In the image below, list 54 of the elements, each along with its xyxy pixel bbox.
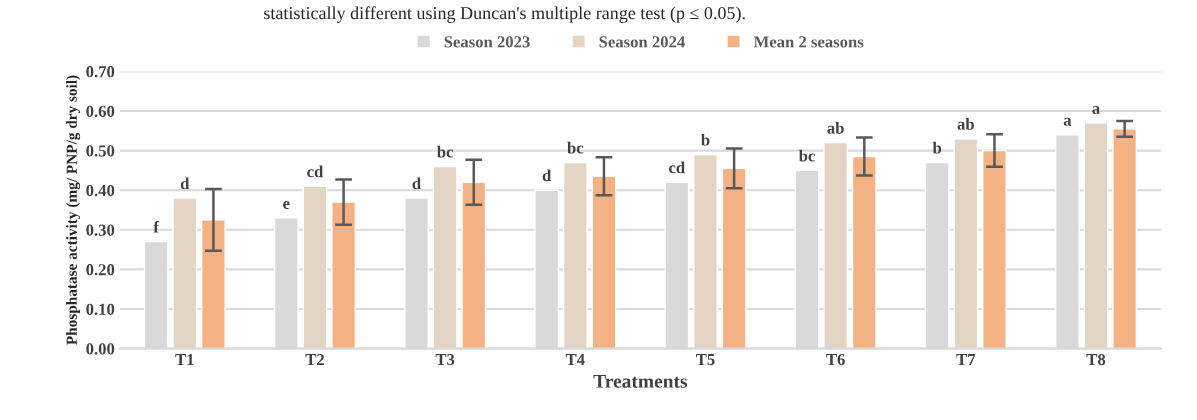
data-label: a (1092, 105, 1100, 114)
bar (172, 197, 198, 349)
data-label: cd (307, 165, 324, 178)
text: statistically different using Duncan's multiple range test (p ≤ 0.05). (264, 6, 745, 23)
bar (823, 141, 849, 349)
x-tick-label: T4 (565, 354, 585, 366)
bar (982, 149, 1007, 349)
y-tick-label: 0.50 (86, 145, 115, 157)
bar (432, 165, 458, 349)
data-label: a (1063, 117, 1072, 126)
y-tick-label: 0.70 (86, 66, 115, 78)
legend-label: Season 2023 (444, 36, 530, 48)
bar (953, 138, 979, 349)
y-tick-label: 0.10 (86, 303, 115, 316)
x-tick-label: T3 (435, 353, 455, 366)
data-label: d (412, 177, 421, 190)
x-tick-label: T8 (1086, 353, 1106, 366)
data-label: ab (827, 122, 844, 134)
x-axis-title: Treatments (593, 374, 688, 388)
bar (461, 181, 487, 349)
x-tick-label: T7 (956, 354, 976, 366)
data-label: d (180, 177, 190, 190)
data-label: b (932, 141, 942, 154)
data-label: bc (437, 145, 454, 158)
data-label: f (153, 220, 160, 233)
bar (331, 201, 357, 349)
x-tick-label: T1 (175, 354, 194, 366)
x-tick-label: T5 (696, 354, 715, 366)
bar (302, 185, 328, 349)
y-tick-label: 0.60 (86, 105, 115, 118)
data-label: e (283, 200, 290, 209)
legend-label: Season 2024 (599, 36, 685, 48)
bar (851, 155, 877, 349)
bar (201, 219, 226, 349)
bar (721, 167, 747, 349)
bar (562, 161, 588, 349)
data-label: cd (669, 161, 685, 174)
legend-label: Mean 2 seasons (753, 36, 864, 48)
data-label: d (542, 169, 552, 182)
y-tick-label: 0.40 (86, 184, 115, 197)
data-label: b (701, 133, 710, 146)
data-label: bc (567, 141, 584, 154)
data-label: bc (798, 149, 815, 162)
bar (591, 175, 617, 349)
bar (1083, 122, 1109, 349)
y-axis-title: Phosphatase activity (mg/ PNP/g dry soil) (66, 75, 81, 345)
x-tick-label: T6 (826, 353, 845, 366)
data-label: ab (957, 118, 974, 130)
bar (693, 153, 718, 349)
x-tick-label: T2 (305, 353, 324, 366)
y-tick-label: 0.20 (86, 264, 115, 276)
y-tick-label: 0.00 (86, 343, 115, 355)
y-tick-label: 0.30 (86, 224, 115, 236)
bar (1112, 128, 1138, 349)
